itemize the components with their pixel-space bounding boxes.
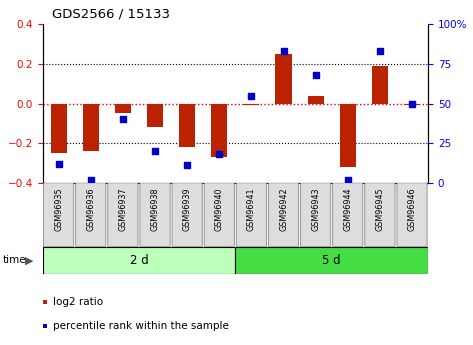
FancyBboxPatch shape [108, 183, 138, 247]
Text: GSM96946: GSM96946 [408, 187, 417, 231]
FancyBboxPatch shape [333, 183, 363, 247]
Point [280, 48, 287, 54]
Text: GSM96939: GSM96939 [183, 187, 192, 231]
Text: GSM96940: GSM96940 [215, 187, 224, 231]
Point [119, 117, 127, 122]
FancyBboxPatch shape [236, 183, 266, 247]
FancyBboxPatch shape [140, 183, 170, 247]
Bar [115, 104, 131, 114]
FancyBboxPatch shape [172, 183, 202, 247]
Text: GSM96942: GSM96942 [279, 187, 288, 231]
Text: GSM96937: GSM96937 [118, 187, 127, 231]
Text: 5 d: 5 d [323, 254, 341, 267]
Text: log2 ratio: log2 ratio [53, 297, 103, 307]
Bar [243, 104, 259, 106]
Text: GSM96941: GSM96941 [247, 187, 256, 231]
Bar [179, 104, 195, 147]
Text: GSM96935: GSM96935 [54, 187, 63, 231]
FancyBboxPatch shape [235, 247, 428, 274]
Text: ▶: ▶ [25, 256, 33, 265]
Bar [51, 104, 67, 153]
Point [312, 72, 319, 78]
Point [247, 93, 255, 98]
FancyBboxPatch shape [268, 183, 298, 247]
Text: GSM96943: GSM96943 [311, 187, 320, 231]
Text: GSM96945: GSM96945 [376, 187, 385, 231]
Point [408, 101, 416, 106]
Text: GDS2566 / 15133: GDS2566 / 15133 [52, 8, 170, 21]
Text: percentile rank within the sample: percentile rank within the sample [53, 321, 228, 331]
Point [151, 148, 159, 154]
Point [376, 48, 384, 54]
Bar [340, 104, 356, 167]
FancyBboxPatch shape [43, 247, 235, 274]
Point [184, 162, 191, 168]
Bar [147, 104, 163, 127]
Bar [404, 104, 420, 106]
Bar [275, 54, 291, 104]
Bar [372, 66, 388, 104]
Point [87, 177, 95, 183]
Bar [307, 96, 324, 104]
Text: time: time [2, 256, 26, 265]
FancyBboxPatch shape [76, 183, 106, 247]
Bar [211, 104, 228, 157]
Point [55, 161, 62, 167]
FancyBboxPatch shape [300, 183, 331, 247]
Text: GSM96936: GSM96936 [86, 187, 95, 231]
Text: 2 d: 2 d [130, 254, 149, 267]
Point [344, 177, 351, 183]
Bar [83, 104, 99, 151]
FancyBboxPatch shape [44, 183, 74, 247]
Text: GSM96944: GSM96944 [343, 187, 352, 231]
FancyBboxPatch shape [365, 183, 395, 247]
Text: GSM96938: GSM96938 [150, 187, 159, 231]
FancyBboxPatch shape [204, 183, 234, 247]
FancyBboxPatch shape [397, 183, 427, 247]
Point [216, 151, 223, 157]
